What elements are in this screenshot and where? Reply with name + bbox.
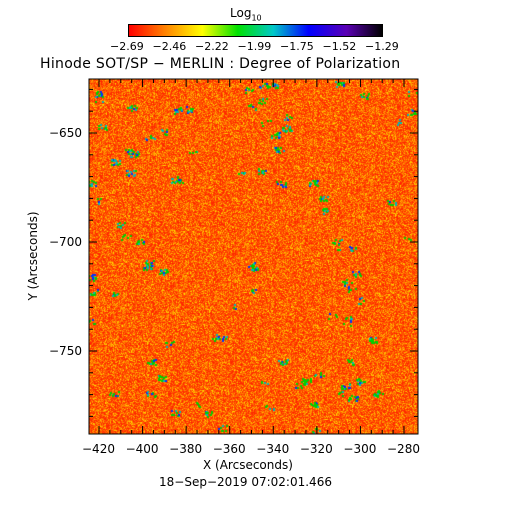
colorbar-label-sub: 10 (251, 13, 262, 23)
x-tick-label: −380 (169, 442, 203, 456)
x-axis-label: X (Arcseconds) (203, 458, 293, 472)
timestamp: 18−Sep−2019 07:02:01.466 (159, 475, 332, 489)
polarization-map (89, 79, 418, 434)
colorbar-tick-label: −1.75 (280, 40, 314, 53)
x-tick-label: −400 (125, 442, 159, 456)
x-tick-label: −340 (256, 442, 290, 456)
colorbar-tick-label: −2.46 (152, 40, 187, 53)
x-tick-label: −420 (82, 442, 115, 456)
colorbar-tick-label: −2.69 (110, 40, 144, 53)
colorbar-label-main: Log (230, 6, 252, 20)
colorbar (128, 24, 383, 37)
x-tick-label: −320 (299, 442, 333, 456)
y-tick-label: −700 (49, 235, 82, 249)
colorbar-tick-label: −1.99 (237, 40, 272, 53)
y-tick-label: −750 (49, 344, 82, 358)
y-tick-label: −650 (49, 126, 82, 140)
x-tick-label: −360 (212, 442, 246, 456)
x-tick-label: −300 (343, 442, 377, 456)
x-tick-label: −280 (387, 442, 420, 456)
y-axis-label: Y (Arcseconds) (26, 211, 40, 301)
colorbar-tick-label: −1.52 (322, 40, 357, 53)
colorbar-tick-label: −2.22 (195, 40, 229, 53)
colorbar-tick-label: −1.29 (365, 40, 399, 53)
plot-title: Hinode SOT/SP − MERLIN : Degree of Polar… (40, 56, 401, 72)
colorbar-label: Log10 (230, 7, 262, 22)
